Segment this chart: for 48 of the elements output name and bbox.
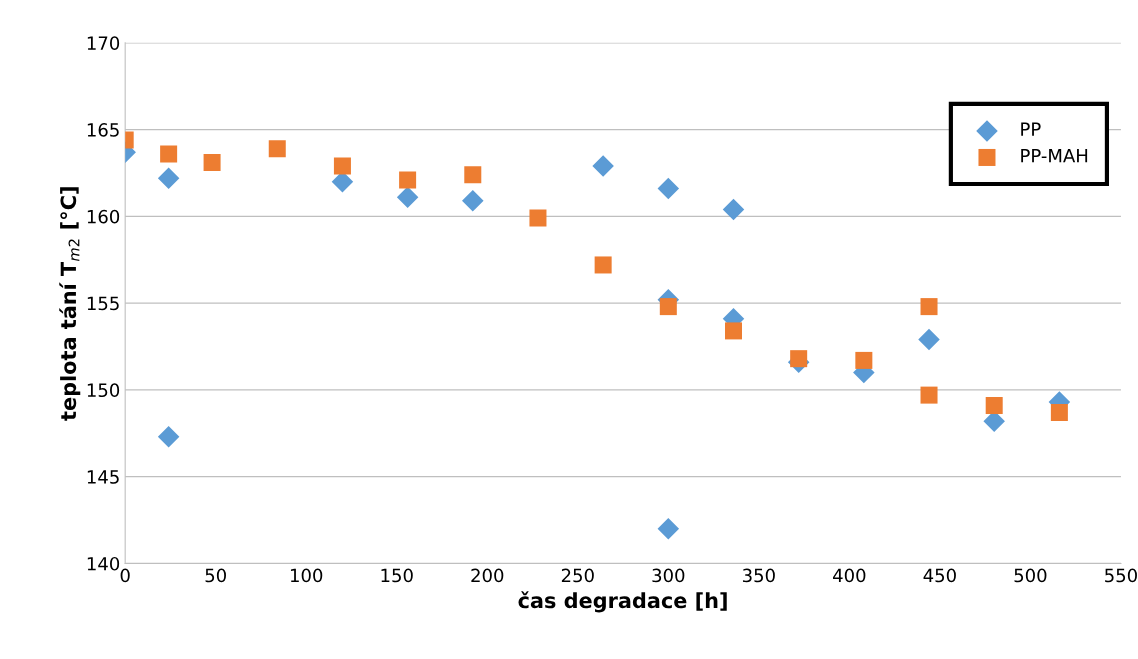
point <box>333 157 351 175</box>
point <box>160 145 178 163</box>
x-tick-label: 100 <box>290 568 323 583</box>
point <box>396 186 419 209</box>
point <box>657 517 680 540</box>
y-tick-label: 170 <box>87 36 120 50</box>
point <box>203 154 221 172</box>
x-tick-label: 350 <box>742 568 775 583</box>
point <box>1050 403 1068 421</box>
x-tick-label: 400 <box>833 568 866 583</box>
point <box>157 426 180 448</box>
point <box>985 397 1003 415</box>
point <box>920 298 938 316</box>
point <box>462 189 484 212</box>
point <box>594 256 612 274</box>
point <box>399 171 417 189</box>
y-tick-label: 155 <box>87 296 119 311</box>
x-tick-label: 500 <box>1014 568 1047 583</box>
point <box>790 350 808 368</box>
point <box>268 140 286 158</box>
point <box>657 177 680 200</box>
x-tick-label: 300 <box>652 568 685 583</box>
point <box>157 167 180 189</box>
y-tick-label: 160 <box>87 209 120 224</box>
x-tick-label: 0 <box>120 568 130 583</box>
x-axis-title: čas degradace [h] <box>518 591 727 613</box>
point <box>855 351 873 369</box>
x-tick-label: 250 <box>561 568 594 583</box>
point <box>464 166 482 184</box>
point <box>722 198 745 221</box>
y-tick-label: 165 <box>87 123 119 137</box>
legend-label: PP <box>1021 122 1041 136</box>
x-tick-label: 200 <box>471 568 504 583</box>
point <box>724 322 742 340</box>
y-tick-label: 145 <box>87 470 119 484</box>
y-axis-title: teplota tání T$_{m2}$ [°C] <box>59 187 81 421</box>
point <box>918 328 940 351</box>
point <box>659 298 677 316</box>
x-tick-label: 150 <box>381 568 413 583</box>
x-tick-label: 50 <box>205 568 226 583</box>
x-tick-label: 550 <box>1105 568 1137 583</box>
point <box>592 155 614 177</box>
legend-label: PP-MAH <box>1021 149 1088 163</box>
y-tick-label: 140 <box>87 556 120 571</box>
x-tick-label: 450 <box>923 568 956 583</box>
point <box>529 209 547 227</box>
point <box>920 386 938 404</box>
y-tick-label: 150 <box>87 383 120 398</box>
